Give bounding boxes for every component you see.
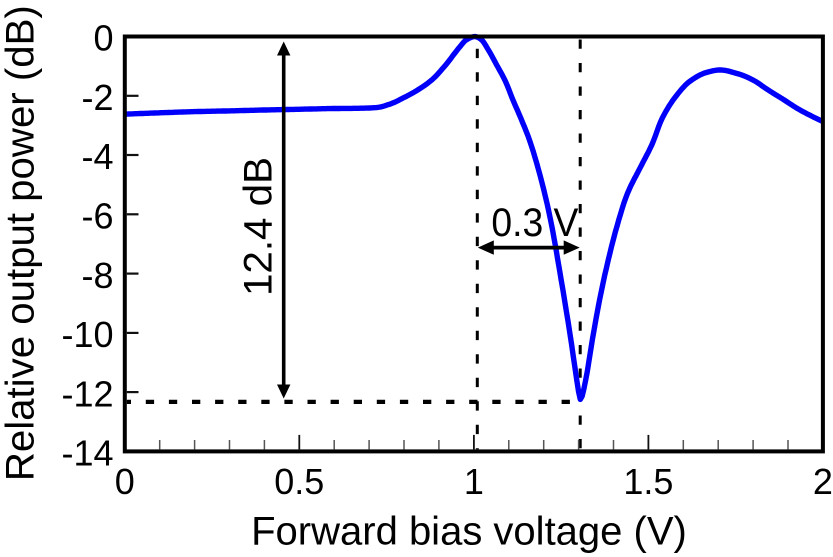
svg-text:2: 2: [813, 461, 833, 502]
svg-text:-6: -6: [81, 196, 113, 237]
svg-text:Relative output power (dB): Relative output power (dB): [0, 5, 43, 481]
svg-text:-2: -2: [81, 77, 113, 118]
svg-text:0.3 V: 0.3 V: [491, 201, 578, 245]
svg-text:-14: -14: [61, 433, 113, 474]
svg-text:12.4 dB: 12.4 dB: [237, 157, 281, 296]
svg-text:-10: -10: [61, 314, 113, 355]
svg-text:0: 0: [115, 461, 135, 502]
svg-text:-12: -12: [61, 373, 113, 414]
svg-text:0.5: 0.5: [274, 461, 324, 502]
svg-text:0: 0: [93, 18, 113, 59]
svg-text:1.5: 1.5: [623, 461, 673, 502]
svg-text:Forward bias voltage (V): Forward bias voltage (V): [251, 510, 687, 554]
svg-text:1: 1: [464, 461, 484, 502]
svg-text:-8: -8: [81, 255, 113, 296]
svg-text:-4: -4: [81, 136, 113, 177]
